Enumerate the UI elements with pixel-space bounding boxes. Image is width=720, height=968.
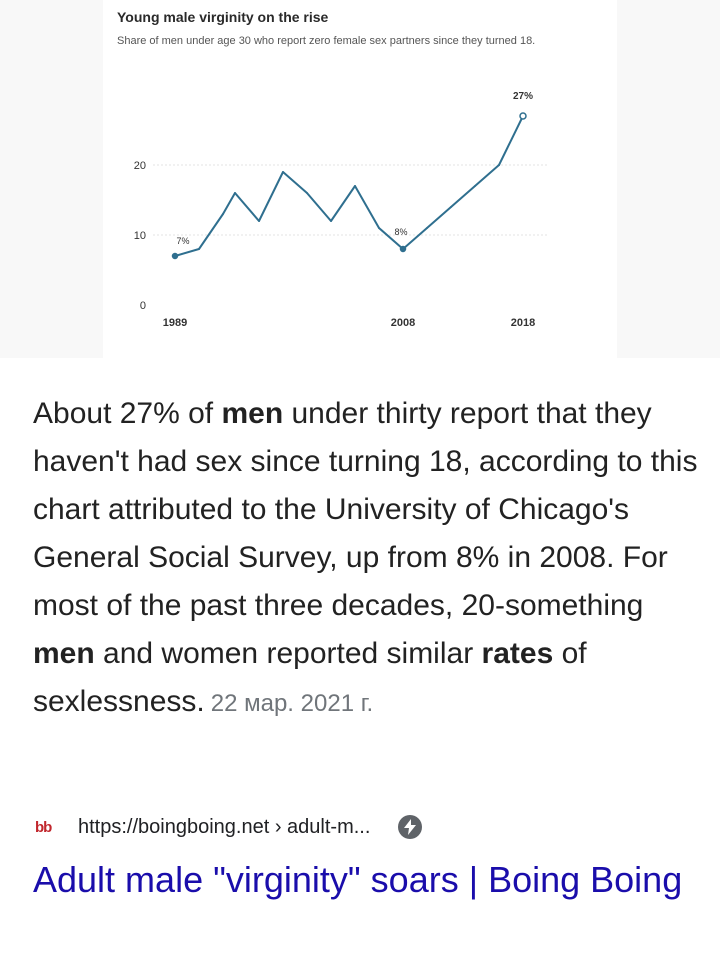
series-line-segment bbox=[426, 206, 452, 229]
y-tick-label: 10 bbox=[134, 230, 146, 242]
series-line-segment bbox=[222, 192, 236, 215]
series-line-segment bbox=[174, 248, 200, 257]
snippet-highlight: rates bbox=[481, 637, 554, 670]
data-point bbox=[399, 245, 407, 253]
chart-card: Young male virginity on the rise Share o… bbox=[103, 0, 617, 358]
source-row[interactable]: bb https://boingboing.net › adult-m... bbox=[35, 811, 423, 843]
x-tick-label: 1989 bbox=[163, 317, 187, 329]
data-label: 7% bbox=[176, 236, 189, 246]
series-line-segment bbox=[306, 192, 332, 222]
series-line-segment bbox=[282, 171, 308, 194]
source-url[interactable]: https://boingboing.net › adult-m... bbox=[78, 815, 371, 838]
series-line-segment bbox=[450, 185, 476, 208]
chart-subtitle: Share of men under age 30 who report zer… bbox=[117, 35, 536, 47]
series-line-segment bbox=[474, 164, 500, 187]
snippet-text: of sexlessness. bbox=[33, 637, 587, 718]
series-line-segment bbox=[198, 213, 224, 250]
series-line-segment bbox=[378, 227, 404, 250]
snippet-text: and women reported similar bbox=[94, 637, 482, 670]
lightning-bolt-icon bbox=[398, 815, 423, 839]
data-point bbox=[171, 252, 179, 260]
series-line-segment bbox=[330, 185, 356, 222]
chart-title: Young male virginity on the rise bbox=[117, 9, 329, 25]
x-tick-label: 2018 bbox=[511, 317, 535, 329]
y-tick-label: 0 bbox=[140, 300, 146, 312]
snippet-date: 22 мар. 2021 г. bbox=[210, 690, 374, 717]
site-favicon: bb bbox=[35, 818, 52, 836]
series-line-segment bbox=[234, 192, 260, 222]
series-line-segment bbox=[498, 115, 524, 166]
snippet-text: under thirty report that they haven't ha… bbox=[33, 397, 698, 622]
snippet-highlight: men bbox=[221, 397, 284, 430]
chart-image[interactable]: Young male virginity on the rise Share o… bbox=[0, 0, 720, 358]
line-chart: 0 10 20 1989 2008 2018 7% 8% 27% bbox=[134, 91, 548, 329]
series-line-segment bbox=[258, 171, 284, 222]
data-label: 27% bbox=[513, 91, 533, 102]
result-title-link[interactable]: Adult male "virginity" soars | Boing Boi… bbox=[33, 859, 683, 900]
series-line-segment bbox=[402, 227, 428, 250]
data-label: 8% bbox=[394, 227, 407, 237]
snippet-highlight: men bbox=[33, 637, 95, 670]
x-tick-label: 2008 bbox=[391, 317, 415, 329]
y-tick-label: 20 bbox=[134, 160, 146, 172]
snippet-text: About 27% of bbox=[33, 397, 222, 430]
data-point bbox=[519, 112, 527, 120]
series-line-segment bbox=[354, 185, 380, 229]
featured-snippet-text: About 27% of men under thirty report tha… bbox=[33, 390, 703, 728]
